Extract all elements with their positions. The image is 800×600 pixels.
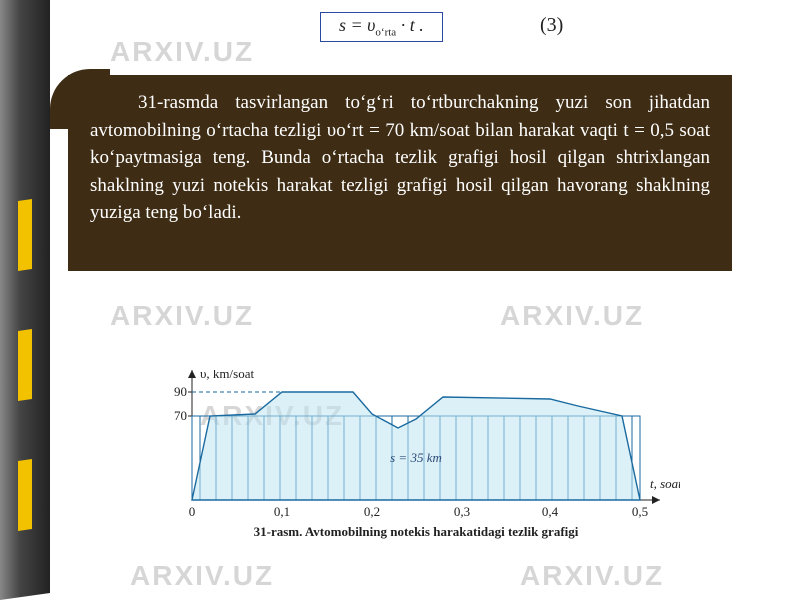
xtick-3: 0,3: [454, 504, 470, 519]
xtick-1: 0,1: [274, 504, 290, 519]
xtick-5: 0,5: [632, 504, 648, 519]
paragraph-text: 31-rasmda tasvirlangan toʻgʻri toʻrtburc…: [90, 92, 710, 223]
formula-tail: · t .: [396, 15, 424, 35]
x-axis-arrow: [652, 496, 660, 504]
watermark: ARXIV.UZ: [500, 300, 644, 332]
formula-box: s = υoʻrta · t .: [320, 12, 443, 42]
formula-lhs: s = υ: [339, 15, 375, 35]
y-axis-label: υ, km/soat: [200, 370, 254, 381]
xtick-0: 0: [189, 504, 196, 519]
xtick-4: 0,4: [542, 504, 559, 519]
watermark: ARXIV.UZ: [110, 36, 254, 68]
chart-inner-label: s = 35 km: [390, 450, 442, 465]
chart-svg: 70 90: [140, 370, 680, 560]
watermark: ARXIV.UZ: [130, 560, 274, 592]
x-axis-label: t, soat: [650, 476, 680, 491]
speed-time-chart: 70 90: [140, 370, 680, 560]
watermark: ARXIV.UZ: [110, 300, 254, 332]
formula-number: (3): [540, 14, 563, 37]
ytick-label-90: 90: [174, 384, 187, 399]
y-axis-arrow: [188, 370, 196, 378]
formula-subscript: oʻrta: [375, 27, 396, 39]
paragraph-block: 31-rasmda tasvirlangan toʻgʻri toʻrtburc…: [68, 75, 732, 271]
ytick-label-70: 70: [174, 408, 187, 423]
road-lane-mark: [18, 459, 32, 531]
road-lane-mark: [18, 199, 32, 271]
xtick-2: 0,2: [364, 504, 380, 519]
watermark: ARXIV.UZ: [520, 560, 664, 592]
speed-series-area: [192, 392, 640, 500]
chart-caption: 31-rasm. Avtomobilning notekis harakatid…: [254, 524, 579, 539]
paragraph-body: 31-rasmda tasvirlangan toʻgʻri toʻrtburc…: [68, 75, 732, 271]
road-lane-mark: [18, 329, 32, 401]
